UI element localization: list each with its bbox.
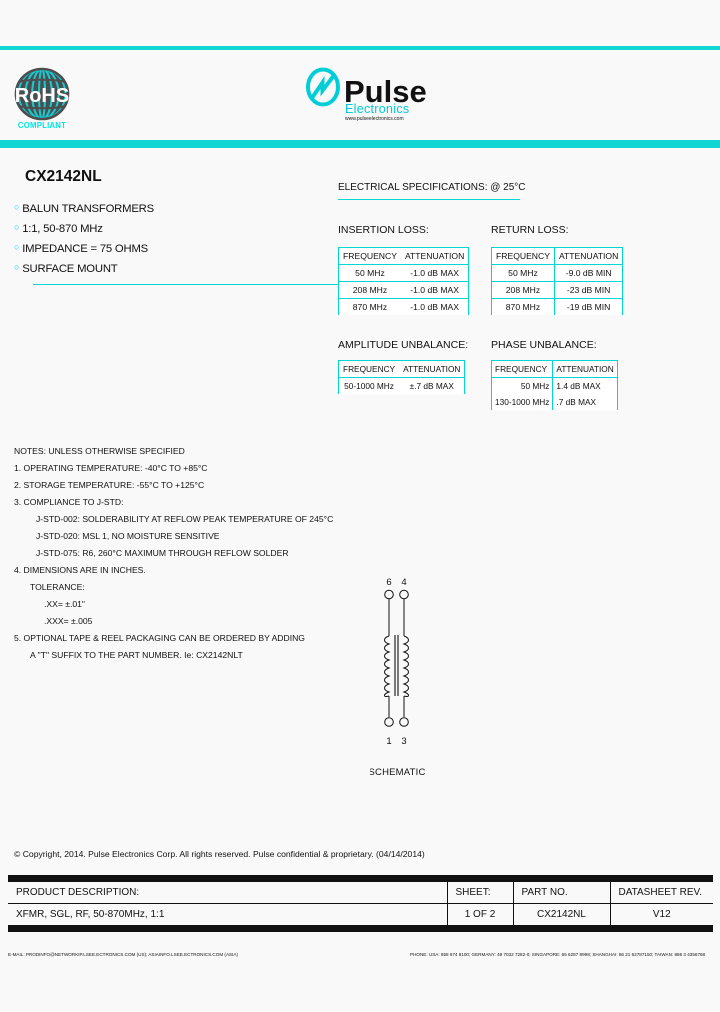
svg-text:www.pulseelectronics.com: www.pulseelectronics.com [345, 116, 404, 122]
svg-text:Electronics: Electronics [345, 102, 409, 116]
svg-text:3: 3 [401, 736, 406, 747]
svg-text:4: 4 [401, 577, 406, 588]
svg-text:1: 1 [386, 736, 391, 747]
svg-text:RoHS: RoHS [15, 85, 69, 107]
svg-text:COMPLIANT: COMPLIANT [18, 121, 66, 130]
svg-text:SCHEMATIC: SCHEMATIC [370, 767, 426, 778]
svg-text:6: 6 [386, 577, 391, 588]
